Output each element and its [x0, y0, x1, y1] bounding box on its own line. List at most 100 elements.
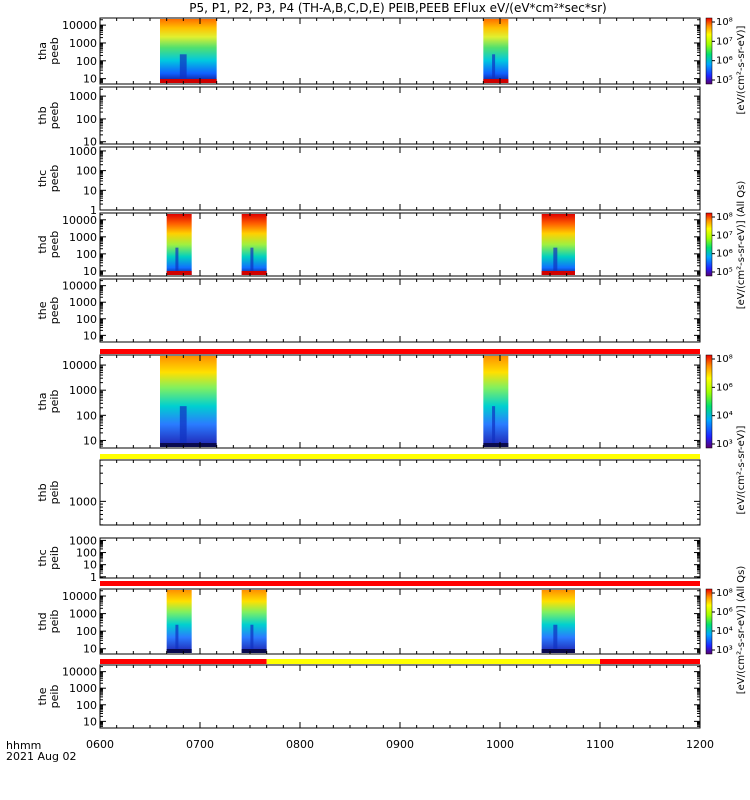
y-tick-label: 1000 [69, 90, 97, 103]
colorbar-tick-label: 10⁷ [716, 36, 733, 47]
spectrogram-streak [553, 247, 558, 273]
spectrogram-low-band [166, 649, 192, 653]
panel-frame [99, 278, 701, 343]
panel-tha-peeb: 10000 1000 100 10 tha peeb [36, 17, 701, 86]
x-tick-label: 0700 [186, 738, 214, 751]
colorbar-tick-label: 10³ [716, 439, 733, 450]
y-tick-label: 100 [76, 699, 97, 712]
y-tick-label: 10 [83, 265, 97, 278]
x-tick-label: 1200 [686, 738, 714, 751]
colorbar-title: [eV/(cm²-s-sr-eV)] [736, 425, 747, 514]
colorbar-tick-label: 10⁶ [716, 382, 733, 393]
y-tick-label: 1 [90, 204, 97, 217]
y-tick-label: 1000 [69, 534, 97, 547]
colorbar-thd-peib: 10⁸ 10⁶ 10⁴ 10³ [705, 588, 733, 656]
panel-inst-label: peeb [48, 165, 61, 193]
panel-frame [99, 459, 701, 526]
panel-inst-label: peeb [48, 102, 61, 130]
panel-inst-label: peib [48, 390, 61, 414]
panel-thb-peeb: 1000 100 10 thb peeb [36, 86, 701, 149]
spectrogram-low-band [160, 443, 217, 447]
quality-flag-bar [100, 659, 267, 664]
colorbar-tick-label: 10⁶ [716, 607, 733, 618]
spectrogram-low-band [541, 271, 575, 275]
panel-thb-peib: 1000 thb peib [36, 459, 701, 526]
y-tick-label: 100 [76, 313, 97, 326]
x-tick-label: 1100 [586, 738, 614, 751]
spectrogram-streak [250, 624, 254, 651]
x-tick-label: 1000 [486, 738, 514, 751]
y-tick-label: 100 [76, 165, 97, 178]
y-tick-label: 1000 [69, 231, 97, 244]
colorbar-tick-label: 10⁸ [716, 212, 733, 223]
x-tick-label: 0800 [286, 738, 314, 751]
colorbar-tick-label: 10⁷ [716, 230, 733, 241]
spectrogram-low-band [483, 79, 509, 83]
colorbar-tick-label: 10⁶ [716, 56, 733, 67]
quality-flag-bar [266, 659, 600, 664]
panel-probe-label: thb [36, 483, 49, 501]
y-tick-label: 10 [83, 73, 97, 86]
panel-the-peeb: 10000 1000 100 10 the peeb [36, 278, 701, 343]
chart-title: P5, P1, P2, P3, P4 (TH-A,B,C,D,E) PEIB,P… [189, 1, 606, 15]
colorbar-tick-label: 10³ [716, 645, 733, 656]
colorbar-thd-peeb: 10⁸ 10⁷ 10⁶ 10⁵ [705, 212, 733, 278]
spectrogram-low-band [483, 443, 509, 447]
colorbar [705, 17, 713, 85]
panel-probe-label: thc [36, 549, 49, 566]
y-tick-label: 100 [76, 625, 97, 638]
panel-thd-peib: 10000 1000 100 10 thd peib [36, 588, 701, 656]
y-tick-label: 10000 [62, 214, 97, 227]
colorbar-tick-label: 10⁸ [716, 17, 733, 28]
colorbar-title: [eV/(cm²-s-sr-eV)] [736, 25, 747, 114]
y-tick-label: 1000 [69, 384, 97, 397]
panel-frame [99, 86, 701, 145]
quality-flag-bar [100, 581, 700, 586]
spectrogram-low-band [160, 79, 217, 83]
y-tick-label: 10 [83, 329, 97, 342]
y-tick-label: 10 [83, 643, 97, 656]
quality-flag-bar [100, 454, 700, 459]
panel-frame [99, 146, 701, 211]
x-tick-label: 0900 [386, 738, 414, 751]
panel-inst-label: peeb [48, 37, 61, 65]
panel-probe-label: the [36, 301, 49, 319]
y-tick-label: 100 [76, 55, 97, 68]
y-tick-label: 1000 [69, 608, 97, 621]
panel-thd-peeb: 10000 1000 100 10 thd peeb [36, 212, 701, 278]
panel-probe-label: thb [36, 106, 49, 124]
y-tick-label: 1000 [69, 682, 97, 695]
y-tick-label: 10000 [62, 280, 97, 293]
spectrogram-block [241, 214, 267, 275]
panel-probe-label: the [36, 687, 49, 705]
y-tick-label: 100 [76, 409, 97, 422]
colorbar [705, 588, 713, 655]
spectrogram-streak [553, 624, 558, 651]
panel-inst-label: peib [48, 685, 61, 709]
spectrogram-block [160, 19, 217, 83]
spectrogram-block [166, 214, 192, 275]
colorbar-tha-peib: 10⁸ 10⁶ 10⁴ 10³ [705, 354, 733, 450]
panel-inst-label: peeb [48, 231, 61, 259]
spectrogram-block [541, 214, 575, 275]
colorbar [705, 212, 713, 277]
y-tick-label: 100 [76, 547, 97, 560]
spectrogram-low-band [241, 649, 267, 653]
spectrogram-block [160, 356, 217, 447]
panel-probe-label: thd [36, 235, 49, 253]
spectrogram-low-band [541, 649, 575, 653]
y-tick-label: 1000 [69, 37, 97, 50]
colorbar-title: [eV/(cm²-s-sr-eV)] (All Qs) [736, 566, 747, 695]
panel-probe-label: thd [36, 612, 49, 630]
y-tick-label: 10 [83, 136, 97, 149]
panel-tha-peib: 10000 1000 100 10 tha peib [36, 354, 701, 449]
time-axis-label: hhmm [6, 739, 41, 752]
y-tick-label: 1000 [69, 145, 97, 158]
quality-flag-bar [100, 349, 700, 354]
colorbar-tick-label: 10⁸ [716, 354, 733, 365]
y-tick-label: 100 [76, 248, 97, 261]
spectrogram-streak [175, 624, 179, 651]
colorbar-tick-label: 10⁴ [716, 411, 733, 422]
